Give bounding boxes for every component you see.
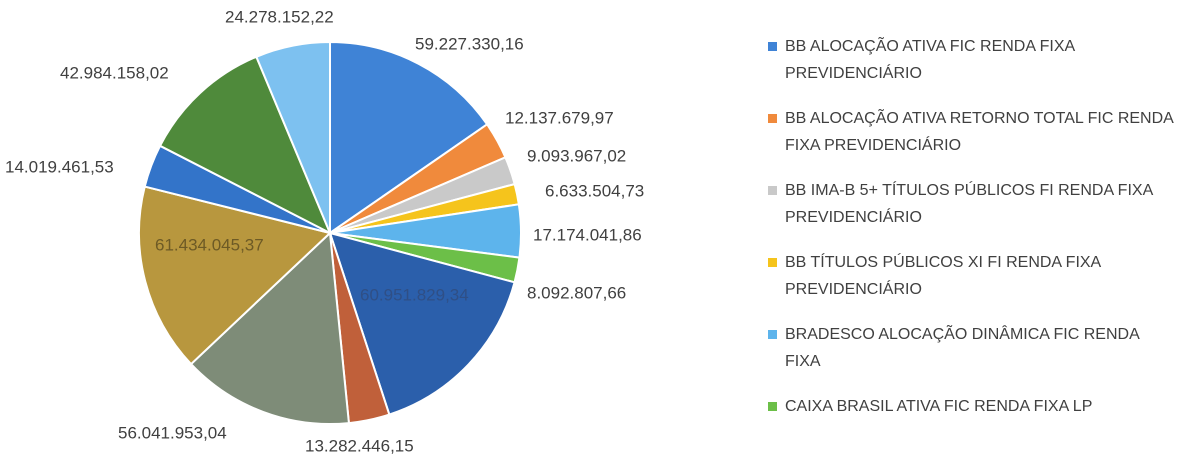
pie-slice [158,55,332,236]
legend-swatch [768,42,777,51]
data-label: 60.951.829,34 [360,285,469,304]
data-label: 6.633.504,73 [545,181,644,200]
data-label: 61.434.045,37 [155,235,264,254]
legend-swatch [768,402,777,411]
legend-entry: BB IMA-B 5+ TÍTULOS PÚBLICOS FI RENDA FI… [768,177,1178,231]
data-label: 17.174.041,86 [533,225,642,244]
data-label: 59.227.330,16 [415,34,524,53]
legend-label: BB TÍTULOS PÚBLICOS XI FI RENDA FIXA PRE… [785,254,1101,298]
legend-label: BB IMA-B 5+ TÍTULOS PÚBLICOS FI RENDA FI… [785,182,1153,226]
data-label: 14.019.461,53 [5,157,114,176]
legend-label: BB ALOCAÇÃO ATIVA FIC RENDA FIXA PREVIDE… [785,38,1075,82]
legend-entry: BB ALOCAÇÃO ATIVA FIC RENDA FIXA PREVIDE… [768,33,1178,87]
pie-slice [329,40,489,235]
data-label: 12.137.679,97 [505,108,614,127]
legend-label: BRADESCO ALOCAÇÃO DINÂMICA FIC RENDA FIX… [785,326,1139,370]
legend-swatch [768,258,777,267]
legend-label: BB ALOCAÇÃO ATIVA RETORNO TOTAL FIC REND… [785,110,1173,154]
legend-entry: BB TÍTULOS PÚBLICOS XI FI RENDA FIXA PRE… [768,249,1178,303]
legend-label: CAIXA BRASIL ATIVA FIC RENDA FIXA LP [785,398,1093,415]
data-label: 8.092.807,66 [527,283,626,302]
pie-slice [255,40,331,234]
data-label: 56.041.953,04 [118,423,227,442]
pie-slice [138,185,333,366]
legend-swatch [768,186,777,195]
pie-slice [328,231,516,416]
legend-entry: BB ALOCAÇÃO ATIVA RETORNO TOTAL FIC REND… [768,105,1178,159]
data-label: 9.093.967,02 [527,146,626,165]
pie-slice [189,230,351,425]
data-label: 24.278.152,22 [225,7,334,26]
legend-entry: BRADESCO ALOCAÇÃO DINÂMICA FIC RENDA FIX… [768,321,1178,375]
legend-swatch [768,114,777,123]
data-label: 13.282.446,15 [305,436,414,455]
data-label: 42.984.158,02 [60,63,169,82]
legend-swatch [768,330,777,339]
legend-entry: CAIXA BRASIL ATIVA FIC RENDA FIXA LP [768,393,1178,420]
